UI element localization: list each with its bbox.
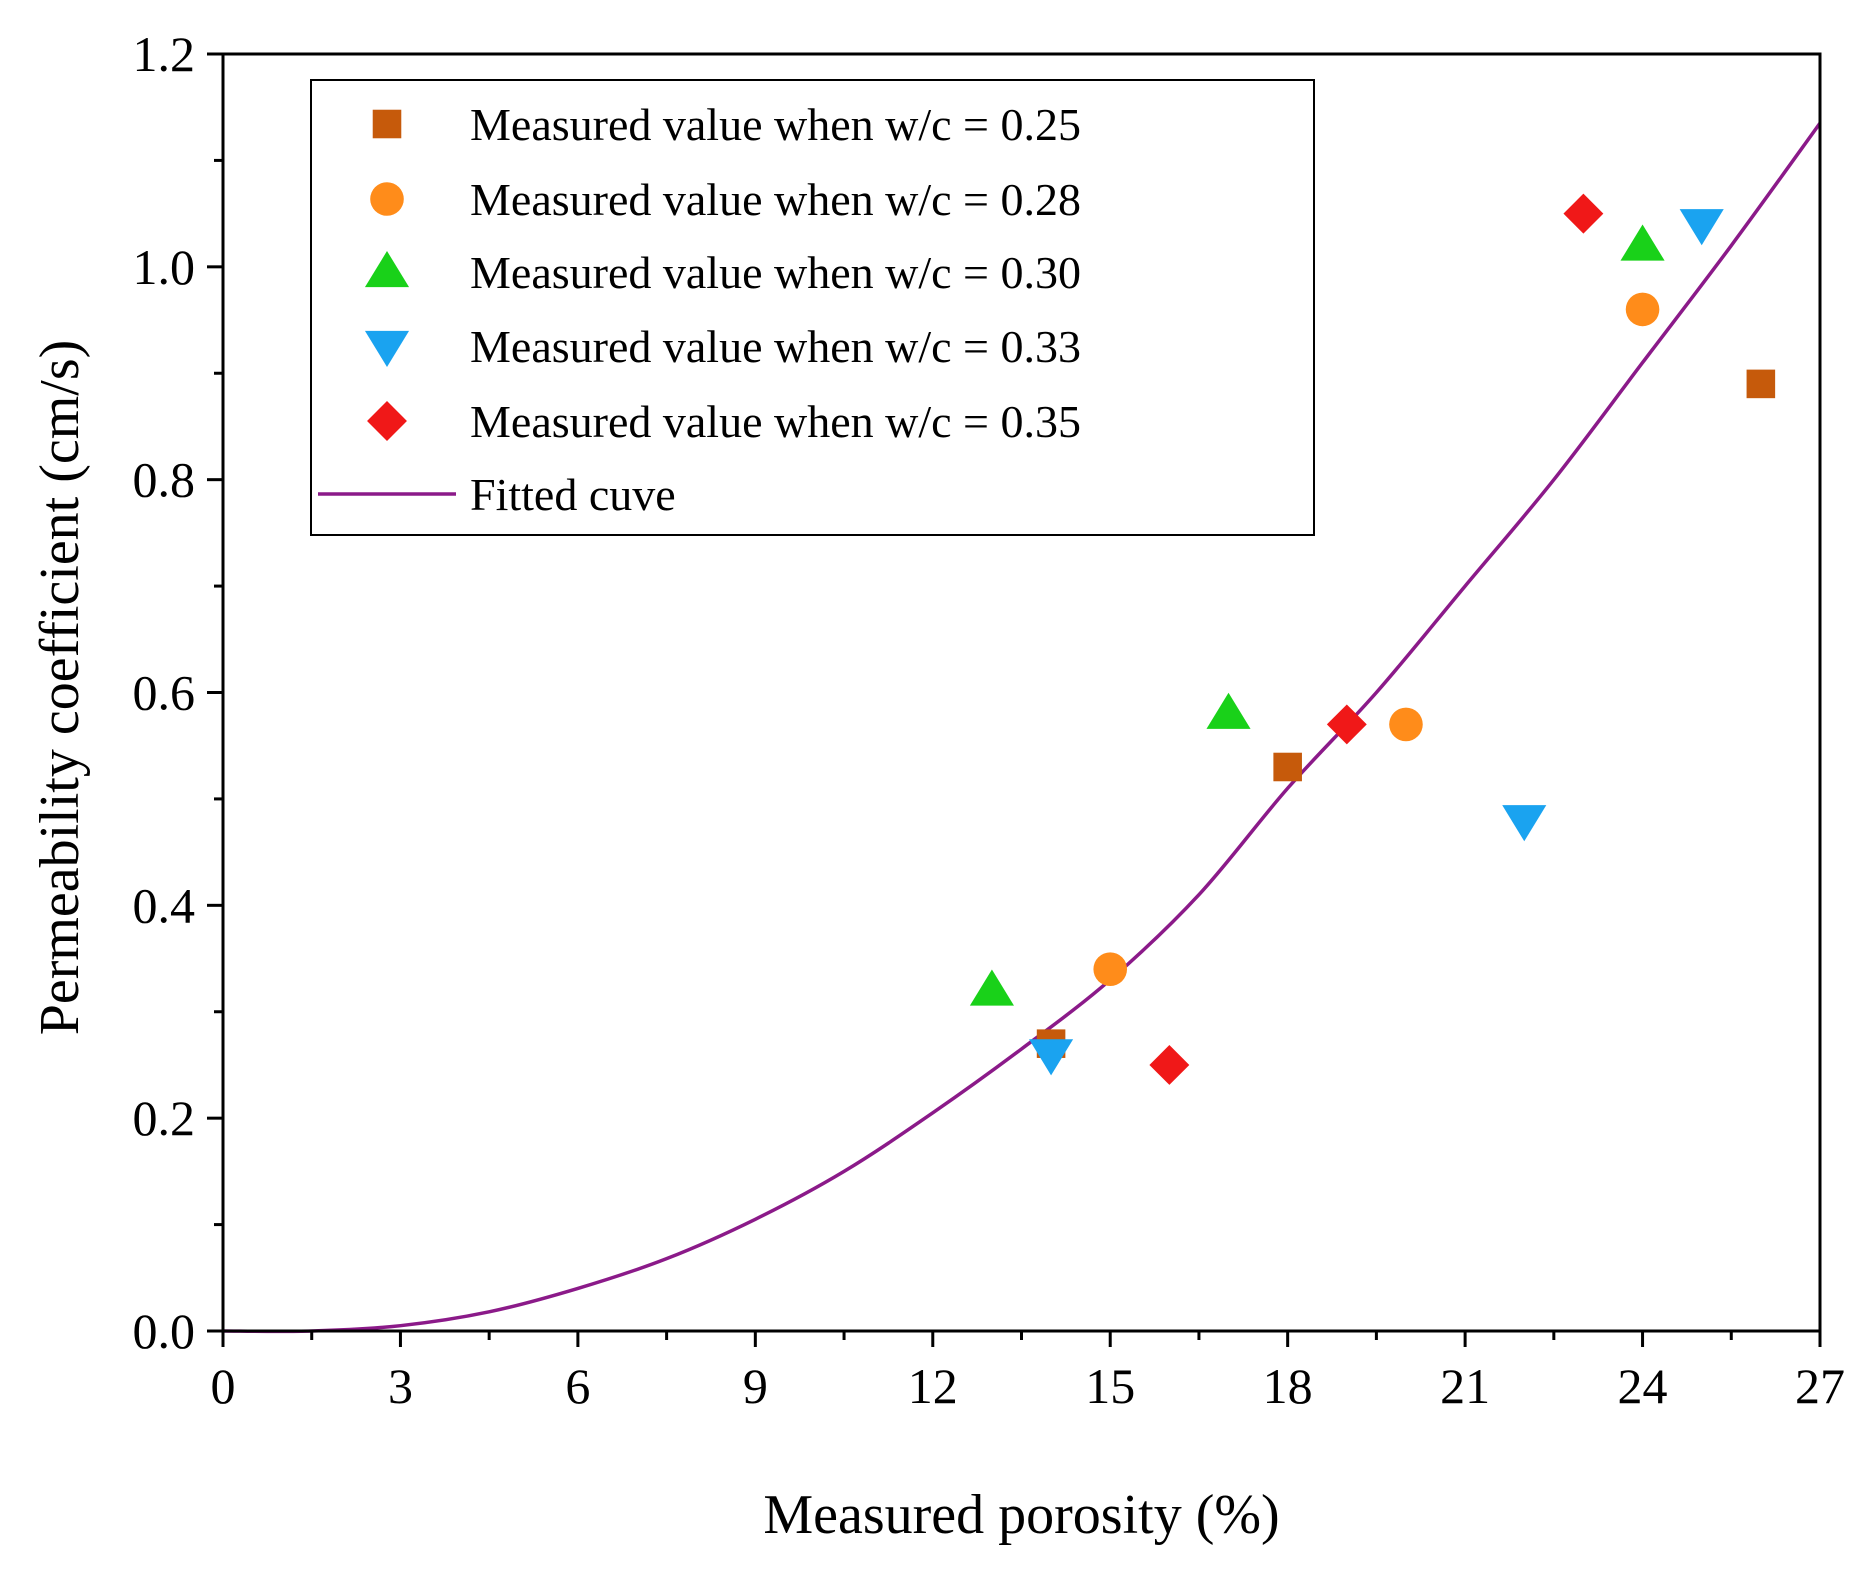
legend-label: Measured value when w/c = 0.35 [470, 396, 1081, 447]
legend-box [310, 79, 1315, 536]
x-tick-label: 3 [388, 1358, 413, 1414]
legend-marker-series-1 [372, 109, 402, 139]
legend-label: Measured value when w/c = 0.33 [470, 321, 1081, 372]
legend-marker-series-4 [364, 330, 410, 367]
data-point-series-3 [1620, 224, 1665, 261]
y-tick-label: 1.0 [133, 239, 196, 295]
data-point-series-3 [969, 969, 1014, 1006]
x-tick-label: 21 [1440, 1358, 1490, 1414]
y-axis: 0.0 0.2 0.4 0.6 0.8 1.0 1.2 [133, 26, 223, 1359]
data-point-series-1 [1746, 369, 1776, 399]
x-tick-label: 9 [743, 1358, 768, 1414]
data-point-series-4 [1679, 209, 1724, 246]
y-axis-title: Permeability coefficient (cm/s) [29, 340, 91, 1036]
legend-marker-series-2 [370, 182, 404, 216]
plot-area [222, 122, 1822, 1334]
y-tick-label: 0.6 [133, 665, 196, 721]
legend-label: Measured value when w/c = 0.30 [470, 247, 1081, 298]
data-point-series-2 [1093, 952, 1128, 986]
x-tick-label: 27 [1795, 1358, 1845, 1414]
x-tick-label: 6 [565, 1358, 590, 1414]
data-point-series-2 [1625, 292, 1660, 327]
legend-label: Measured value when w/c = 0.28 [470, 174, 1081, 225]
x-tick-label: 0 [211, 1358, 236, 1414]
data-point-series-2 [1389, 707, 1423, 742]
x-tick-label: 18 [1263, 1358, 1313, 1414]
y-tick-label: 1.2 [133, 26, 196, 82]
data-point-series-5 [1326, 704, 1367, 745]
data-point-series-3 [1206, 692, 1251, 729]
fitted-curve-line [222, 122, 1822, 1334]
y-tick-label: 0.8 [133, 452, 196, 508]
legend-label: Fitted cuve [470, 469, 676, 520]
x-tick-label: 15 [1085, 1358, 1135, 1414]
y-tick-label: 0.4 [133, 877, 196, 933]
x-axis-title: Measured porosity (%) [763, 1484, 1279, 1546]
y-tick-label: 0.0 [133, 1303, 196, 1359]
legend-marker-series-3 [364, 251, 410, 288]
legend-marker-series-5 [367, 401, 407, 441]
data-point-series-5 [1149, 1045, 1190, 1085]
x-axis: 0 3 6 9 12 15 18 21 24 27 [211, 1331, 1845, 1414]
data-point-series-4 [1029, 1039, 1074, 1076]
data-point-series-4 [1502, 805, 1547, 842]
x-tick-label: 24 [1618, 1358, 1668, 1414]
y-tick-label: 0.2 [133, 1090, 196, 1146]
x-tick-label: 12 [908, 1358, 958, 1414]
data-point-series-1 [1273, 752, 1302, 782]
legend-label: Measured value when w/c = 0.25 [470, 99, 1081, 150]
legend: Measured value when w/c = 0.25 Measured v… [310, 79, 1315, 536]
data-point-series-5 [1563, 193, 1604, 234]
